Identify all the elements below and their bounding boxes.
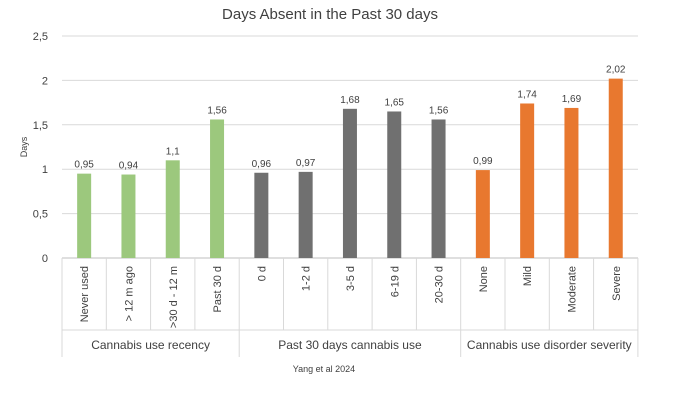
bar xyxy=(608,78,623,259)
category-label: Severe xyxy=(611,266,623,301)
data-label: 1,65 xyxy=(385,97,405,108)
bar xyxy=(121,174,136,258)
data-label: 0,99 xyxy=(473,156,493,167)
category-label: >30 d - 12 m xyxy=(168,266,180,328)
category-label: 20-30 d xyxy=(434,266,446,303)
category-label: 3-5 d xyxy=(345,266,357,291)
data-label: 1,1 xyxy=(166,146,180,157)
data-label: 1,56 xyxy=(429,105,449,116)
data-label: 1,56 xyxy=(207,105,227,116)
bars xyxy=(77,78,623,259)
bar xyxy=(77,173,92,258)
category-label: Moderate xyxy=(566,266,578,312)
data-label: 0,96 xyxy=(252,159,272,170)
group-label: Cannabis use recency xyxy=(91,338,210,352)
category-label: 1-2 d xyxy=(301,266,313,291)
source-note: Yang et al 2024 xyxy=(293,364,355,374)
bar xyxy=(564,107,579,258)
data-label: 2,02 xyxy=(606,65,626,76)
group-label: Past 30 days cannabis use xyxy=(278,338,422,352)
group-labels: Cannabis use recency Past 30 days cannabi… xyxy=(91,338,631,352)
bar xyxy=(210,119,225,258)
bar xyxy=(342,108,357,258)
data-label: 0,95 xyxy=(74,160,94,171)
category-label: 6-19 d xyxy=(389,266,401,297)
bar xyxy=(387,111,402,258)
category-label: 0 d xyxy=(256,266,268,281)
data-label: 1,69 xyxy=(562,94,582,105)
y-axis-title: Days xyxy=(19,136,29,157)
bar xyxy=(298,171,313,258)
bar xyxy=(431,119,446,258)
y-tick-label: 2,5 xyxy=(33,31,48,43)
bar xyxy=(254,172,269,258)
y-tick-label: 2 xyxy=(42,75,48,87)
data-labels: 0,95 0,94 1,1 1,56 0,96 0,97 1,68 1,65 1,56 0,99 1… xyxy=(74,65,626,172)
category-label: Mild xyxy=(522,266,534,286)
category-labels: Never used > 12 m ago >30 d - 12 m Past 30 … xyxy=(61,258,639,357)
category-label: Past 30 d xyxy=(212,266,224,312)
y-axis-ticks: 0 0,5 1 1,5 2 2,5 xyxy=(33,31,48,265)
chart-title: Days Absent in the Past 30 days xyxy=(222,6,438,23)
data-label: 1,74 xyxy=(517,89,537,100)
category-label: None xyxy=(478,266,490,292)
y-tick-label: 0,5 xyxy=(33,209,48,221)
category-label: > 12 m ago xyxy=(123,266,135,321)
y-tick-label: 0 xyxy=(42,253,48,265)
y-tick-label: 1,5 xyxy=(33,120,48,132)
category-label: Never used xyxy=(79,266,91,322)
y-tick-label: 1 xyxy=(42,164,48,176)
data-label: 0,97 xyxy=(296,158,316,169)
data-label: 0,94 xyxy=(119,161,139,172)
bar xyxy=(165,160,180,258)
data-label: 1,68 xyxy=(340,95,360,106)
bar xyxy=(520,103,535,258)
group-label: Cannabis use disorder severity xyxy=(467,338,632,352)
bar xyxy=(475,170,490,258)
